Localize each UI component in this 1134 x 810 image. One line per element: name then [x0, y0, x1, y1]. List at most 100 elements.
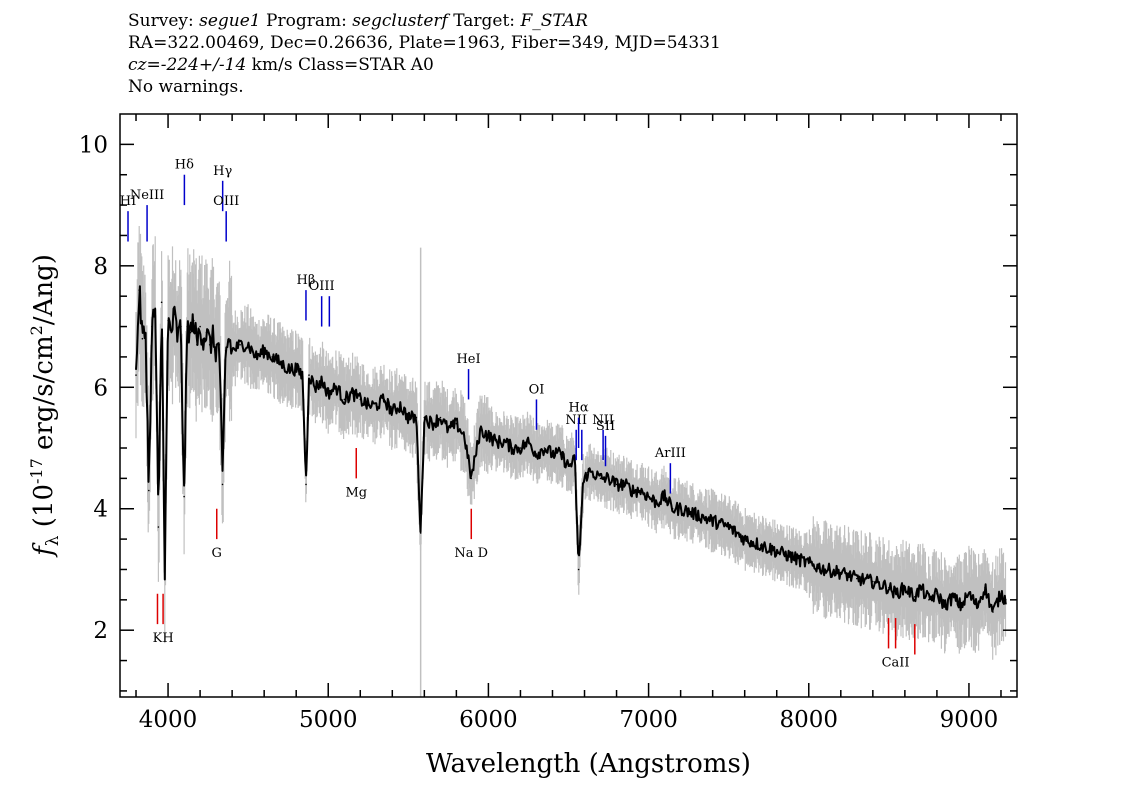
spectrum-point — [391, 410, 394, 413]
spectrum-point — [559, 453, 562, 455]
spectrum-point — [321, 380, 323, 383]
x-axis-title: Wavelength (Angstroms) — [426, 749, 751, 779]
spectrum-point — [455, 422, 458, 425]
absorption-label: Na D — [454, 546, 488, 561]
spectrum-point — [639, 489, 642, 492]
spectrum-point — [976, 605, 978, 607]
spectrum-point — [431, 422, 434, 425]
spectrum-point — [399, 404, 402, 407]
spectrum-point — [295, 368, 298, 370]
x-tick-label: 9000 — [940, 707, 999, 733]
spectrum-point — [176, 337, 179, 340]
spectrum-point — [792, 556, 794, 559]
spectrum-point — [599, 477, 602, 480]
spectrum-point — [415, 416, 418, 419]
spectrum-point — [591, 471, 594, 474]
spectrum-point — [423, 416, 426, 419]
spectrum-point — [968, 593, 970, 595]
emission-label: Hα — [569, 401, 589, 416]
spectrum-point — [196, 344, 198, 346]
spectrum-point — [840, 571, 842, 574]
spectrum-point — [894, 593, 897, 595]
header-line-redshift: cz=-224+/-14 km/s Class=STAR A0 — [128, 54, 721, 76]
spectrum-point — [447, 429, 450, 431]
spectrum-point — [189, 331, 192, 334]
spectrum-point — [439, 416, 442, 419]
spectrum-point — [255, 356, 257, 358]
spectrum-point — [308, 374, 310, 376]
spectrum-point — [808, 562, 810, 565]
spectrum-point — [960, 605, 962, 607]
spectrum-point — [151, 325, 153, 328]
spectrum-line — [135, 285, 1007, 613]
y-tick-label: 2 — [93, 618, 108, 644]
emission-label: Hβ — [297, 273, 316, 288]
spectrum-point — [914, 596, 916, 598]
emission-label: Hγ — [213, 164, 232, 179]
spectrum-point — [984, 586, 986, 589]
emission-label: SII — [596, 419, 615, 434]
spectrum-point — [231, 350, 233, 352]
spectrum-point — [180, 325, 182, 328]
spectrum-point — [173, 313, 176, 316]
y-axis-title: fλ (10-17 erg/s/cm2/Ang) — [27, 254, 63, 558]
spectrum-point — [511, 447, 514, 449]
spectrum-point — [928, 599, 930, 601]
y-tick-label: 10 — [79, 132, 108, 158]
emission-label: OIII — [213, 194, 239, 209]
spectrum-point — [487, 435, 490, 437]
spectrum-point — [824, 568, 826, 571]
target-label: Target: — [453, 11, 516, 31]
spectrum-point — [503, 441, 506, 443]
x-tick-label: 8000 — [779, 707, 838, 733]
spectrum-point — [470, 477, 473, 480]
spectrum-point — [495, 441, 498, 443]
spectrum-point — [228, 337, 230, 340]
spectrum-point — [215, 350, 217, 352]
emission-label: NII — [592, 413, 614, 428]
spectrum-point — [711, 520, 714, 522]
emission-label: NII — [565, 413, 587, 428]
program-label: Program: — [266, 11, 347, 31]
y-tick-label: 6 — [93, 375, 108, 401]
noise-band — [135, 226, 1007, 660]
spectrum-point — [479, 429, 482, 431]
y-tick-label: 4 — [93, 497, 108, 523]
header-line-warnings: No warnings. — [128, 77, 244, 97]
survey-label: Survey: — [128, 11, 194, 31]
spectrum-point — [663, 495, 666, 498]
spectrum-point — [574, 459, 576, 462]
spectrum-point — [138, 289, 140, 291]
spectrum-point — [527, 441, 530, 443]
spectrum-point — [305, 483, 307, 486]
emission-label: OIII — [309, 279, 335, 294]
spectrum-point — [936, 593, 938, 595]
x-tick-label: 6000 — [459, 707, 518, 733]
redshift-value: cz=-224+/-14 — [128, 55, 247, 75]
x-tick-label: 5000 — [299, 707, 358, 733]
header-line-survey: Survey: segue1 Program: segclusterf Targ… — [128, 10, 721, 32]
spectrum-point — [695, 514, 698, 516]
spectrum-point — [160, 301, 163, 304]
spectrum-point — [335, 386, 338, 389]
spectrum-point — [208, 344, 211, 346]
spectrum-point — [351, 392, 354, 395]
spectrum-point — [727, 526, 730, 528]
spectrum-point — [1005, 599, 1007, 601]
spectrum-point — [615, 483, 618, 486]
spectrum-point — [157, 526, 160, 528]
emission-label: HeI — [456, 352, 480, 367]
spectrum-point — [224, 350, 227, 352]
survey-value: segue1 — [199, 11, 261, 31]
spectrum-point — [314, 386, 317, 389]
spectrum-point — [759, 544, 762, 546]
target-value: F_STAR — [520, 11, 588, 31]
spectrum-point — [199, 325, 201, 328]
x-tick-label: 4000 — [139, 707, 198, 733]
spectrum-point — [367, 404, 370, 407]
spectrum-point — [920, 586, 922, 589]
spectrum-point — [543, 447, 546, 449]
spectrum-point — [856, 577, 858, 580]
spectrum-point — [607, 477, 610, 480]
